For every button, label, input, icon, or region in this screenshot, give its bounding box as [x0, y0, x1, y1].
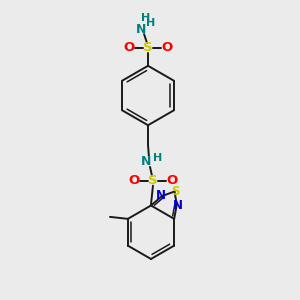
- Text: S: S: [171, 185, 180, 198]
- Text: H: H: [141, 13, 151, 23]
- Text: O: O: [128, 174, 140, 187]
- Text: N: N: [173, 199, 183, 212]
- Text: S: S: [148, 174, 158, 187]
- Text: N: N: [156, 189, 166, 202]
- Text: N: N: [141, 155, 151, 168]
- Text: N: N: [136, 22, 146, 36]
- Text: O: O: [161, 41, 172, 55]
- Text: H: H: [153, 153, 163, 163]
- Text: O: O: [166, 174, 177, 187]
- Text: S: S: [143, 41, 153, 55]
- Text: H: H: [146, 18, 156, 28]
- Text: O: O: [124, 41, 135, 55]
